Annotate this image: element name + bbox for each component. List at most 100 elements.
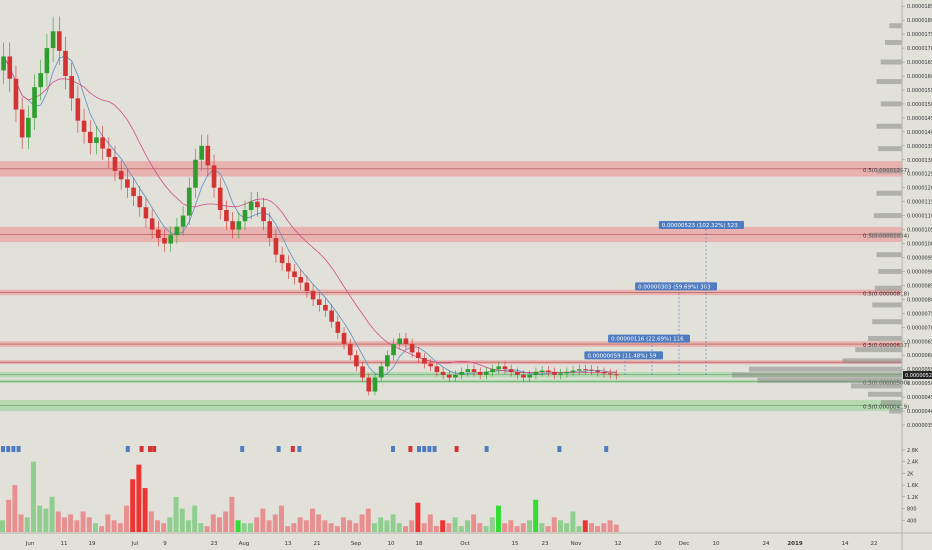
candle-78 (484, 371, 489, 375)
candle-43 (267, 221, 273, 238)
candle-80 (496, 366, 502, 370)
volume-bar-61 (378, 517, 384, 532)
price-tick-label: 0.00000550 (907, 367, 932, 373)
volume-bar-6 (37, 505, 43, 532)
volume-bar-75 (465, 520, 470, 532)
volume-bar-30 (186, 520, 191, 532)
candle-36 (224, 210, 229, 222)
volume-bar-59 (365, 508, 371, 532)
signal-up-12 (432, 446, 437, 452)
volume-bar-89 (551, 517, 557, 532)
candle-50 (310, 290, 316, 300)
price-axis[interactable]: 0.00000350 0.00000400 0.00000450 0.00000500… (902, 4, 932, 429)
volume-bar-10 (62, 517, 67, 532)
volume-bar-23 (142, 488, 148, 532)
volume-bar-50 (310, 508, 315, 532)
volume-tick-label: 1.2K (907, 495, 919, 501)
candle-64 (397, 338, 403, 345)
volume-bar-22 (136, 464, 142, 532)
target-box-1 (608, 334, 690, 343)
profile-bar-17 (855, 347, 902, 353)
candle-13 (81, 120, 87, 132)
signal-up-14 (557, 446, 562, 452)
volume-bar-8 (49, 496, 55, 532)
volume-bar-82 (508, 520, 514, 532)
time-tick-label: Aug (239, 541, 250, 547)
volume-bar-39 (241, 523, 247, 532)
candle-34 (211, 165, 217, 188)
signal-up-15 (604, 446, 609, 452)
price-tick-label: 0.00001850 (907, 4, 932, 10)
volume-bar-97 (601, 523, 607, 532)
candle-87 (539, 370, 545, 372)
candle-41 (255, 201, 260, 208)
zone-label-7: 0.5(0.00000419) (863, 404, 909, 410)
signal-markers (1, 446, 609, 452)
price-tick-label: 0.00000950 (907, 255, 932, 261)
volume-tick-label: 2.8K (907, 448, 919, 454)
volume-bar-33 (204, 526, 210, 532)
candle-32 (199, 145, 204, 160)
time-tick-label: 23 (211, 541, 218, 547)
volume-bar-0 (0, 520, 5, 532)
candle-17 (106, 148, 112, 157)
target-callouts: 0.00000059 (11.48%) 59 0.00000116 (22.69%… (584, 221, 744, 376)
time-axis[interactable]: Jun 11 19 Jul 9 23 Aug 13 21 Sep 10 18 Oct 15 23 Nov 12 2… (25, 541, 878, 547)
profile-bar-4 (880, 101, 902, 107)
profile-bar-0 (889, 23, 902, 29)
volume-bar-2 (12, 485, 18, 532)
volume-bar-54 (334, 526, 340, 532)
current-price-label: 0.00000529 (905, 373, 932, 379)
profile-bar-23 (868, 391, 902, 397)
volume-bar-45 (279, 505, 284, 532)
signal-down-3 (290, 446, 295, 452)
volume-bar-65 (403, 526, 408, 532)
candle-62 (385, 355, 390, 367)
candle-67 (415, 352, 421, 359)
volume-bar-7 (43, 508, 49, 532)
candle-45 (279, 254, 285, 264)
candle-40 (248, 201, 254, 211)
time-tick-label: 15 (512, 541, 519, 547)
profile-bar-6 (878, 146, 902, 152)
volume-bar-69 (427, 514, 433, 532)
volume-tick-label: 2K (907, 471, 914, 477)
time-tick-label: 10 (713, 541, 720, 547)
volume-tick-label: 800 (907, 507, 917, 513)
candles[interactable] (1, 16, 619, 396)
profile-bar-2 (880, 59, 902, 65)
candle-28 (174, 226, 180, 236)
candle-52 (323, 304, 328, 311)
volume-bar-90 (558, 520, 563, 532)
candle-24 (149, 218, 155, 230)
candle-79 (490, 369, 495, 372)
volume-bar-83 (514, 526, 520, 532)
volume-bar-17 (105, 514, 111, 532)
signal-up-6 (276, 446, 281, 452)
price-tick-label: 0.00001750 (907, 32, 932, 38)
volume-bar-86 (533, 499, 539, 532)
candle-70 (434, 366, 440, 372)
price-tick-label: 0.00000700 (907, 325, 932, 331)
profile-bar-10 (869, 232, 902, 238)
signal-up-3 (16, 446, 21, 452)
profile-bar-25 (889, 408, 902, 414)
candle-4 (26, 117, 31, 138)
candle-39 (242, 210, 248, 222)
candle-0 (1, 56, 6, 71)
volume-bar-99 (613, 524, 619, 532)
volume-bar-43 (266, 520, 272, 532)
volume-bar-46 (285, 526, 291, 532)
volume-bar-49 (303, 520, 309, 532)
time-tick-label: Jul (131, 541, 139, 547)
volume-bar-60 (372, 523, 377, 532)
time-tick-label: 23 (542, 541, 549, 547)
candle-1 (7, 56, 13, 79)
volume-bar-71 (440, 520, 446, 532)
price-tick-label: 0.00001700 (907, 46, 932, 52)
volume-bar-4 (24, 517, 30, 532)
price-tick-label: 0.00001500 (907, 102, 932, 108)
target-box-2 (635, 282, 717, 291)
volume-bar-67 (415, 502, 421, 532)
